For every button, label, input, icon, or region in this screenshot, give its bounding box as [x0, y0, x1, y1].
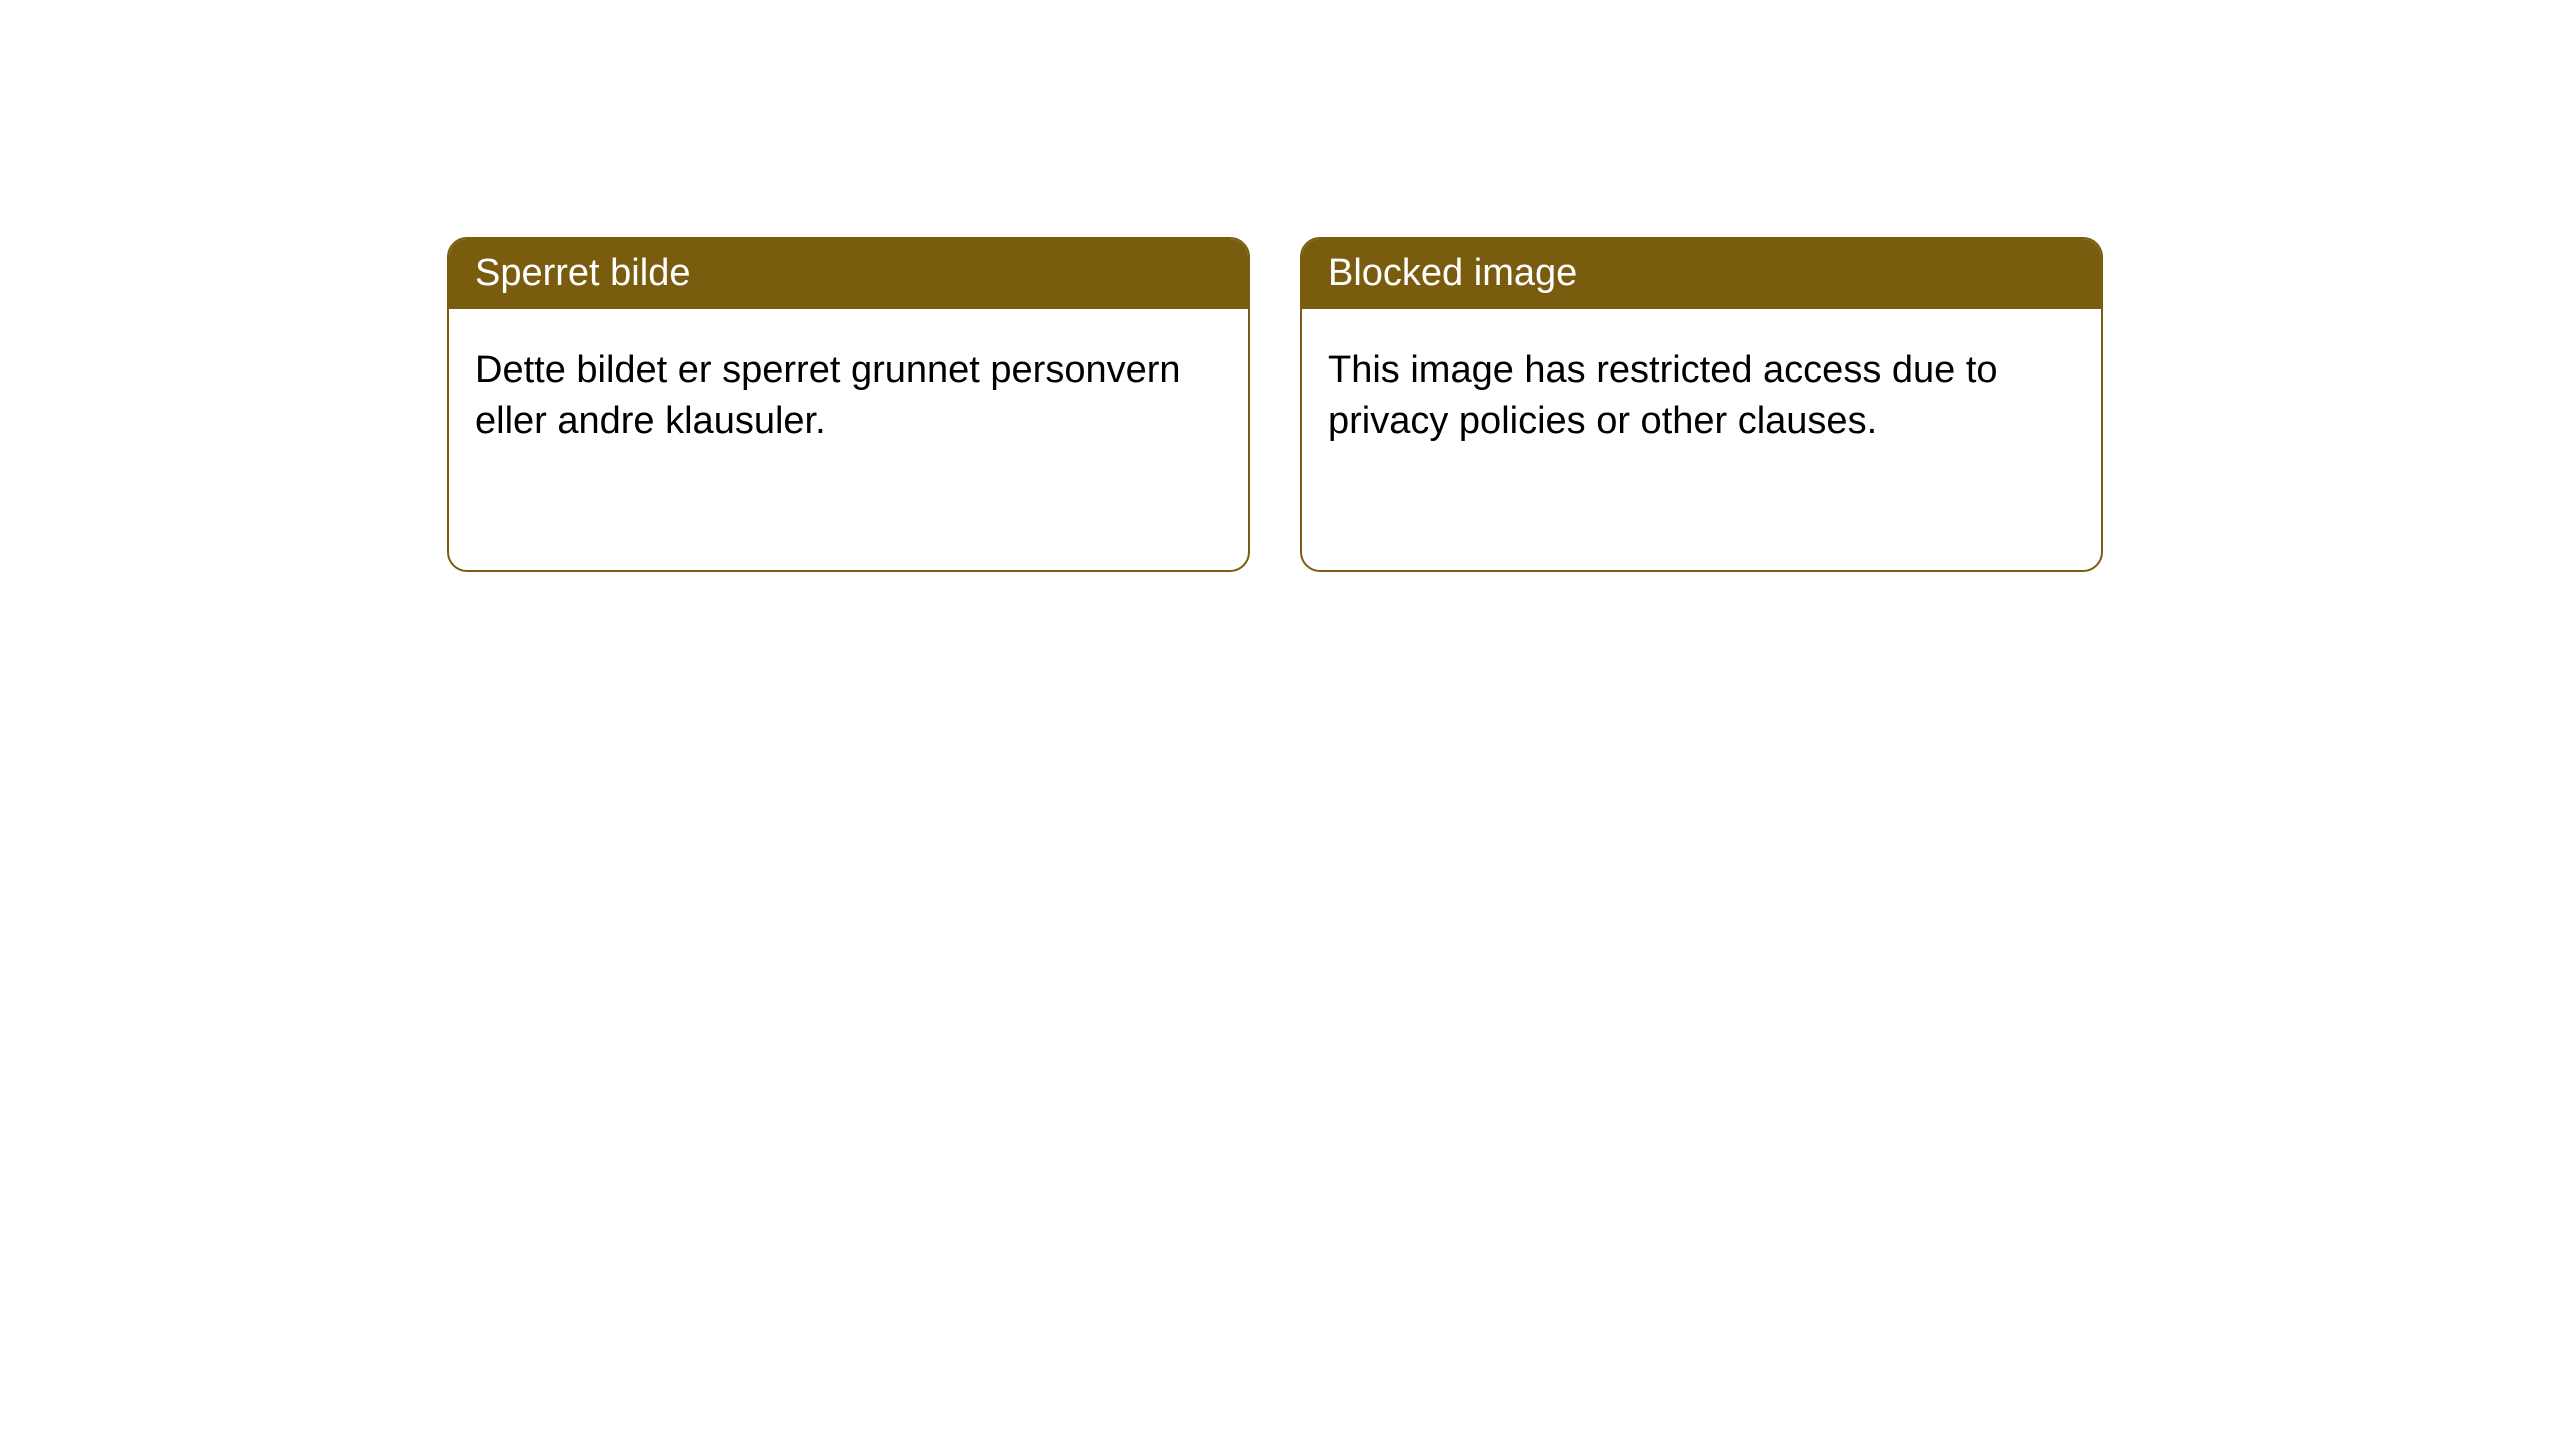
notice-container: Sperret bilde Dette bildet er sperret gr… — [0, 0, 2560, 572]
card-header-norwegian: Sperret bilde — [449, 239, 1248, 309]
notice-card-norwegian: Sperret bilde Dette bildet er sperret gr… — [447, 237, 1250, 572]
card-body-english: This image has restricted access due to … — [1302, 309, 2101, 484]
card-body-norwegian: Dette bildet er sperret grunnet personve… — [449, 309, 1248, 484]
card-header-english: Blocked image — [1302, 239, 2101, 309]
notice-card-english: Blocked image This image has restricted … — [1300, 237, 2103, 572]
